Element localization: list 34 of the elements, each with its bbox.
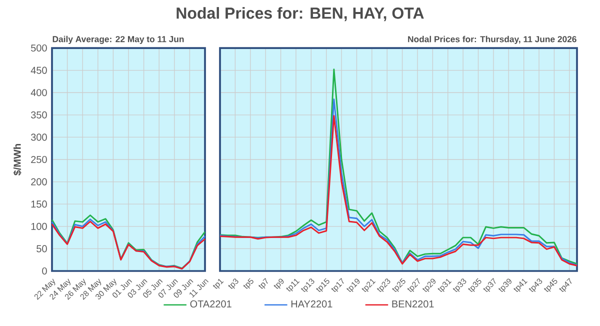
y-axis-title: $/MWh <box>13 144 22 176</box>
x-tick-label: tp1 <box>212 278 224 289</box>
chart-title: Daily Average: 22 May to 11 Jun <box>52 36 184 44</box>
y-tick-label: 100 <box>31 222 47 230</box>
x-tick-label: tp21 <box>362 278 376 292</box>
x-tick-label: tp19 <box>346 278 360 292</box>
y-tick-label: 200 <box>31 178 47 186</box>
chart-subtitle: Nodal Prices for: Thursday, 11 June 2026 <box>408 36 576 44</box>
y-tick-label: 300 <box>30 134 47 141</box>
legend-label: HAY2201 <box>291 300 332 308</box>
y-tick-label: 150 <box>31 200 47 208</box>
x-tick-label: tp3 <box>228 278 238 289</box>
x-tick-label: tp33 <box>452 278 466 292</box>
x-tick-label: tp7 <box>258 278 268 289</box>
y-tick-label: 400 <box>30 89 47 96</box>
x-tick-label: tp11 <box>286 278 300 292</box>
y-tick-label: 50 <box>36 245 47 252</box>
x-tick-label: tp41 <box>514 278 528 292</box>
x-tick-label: tp9 <box>274 278 284 289</box>
x-tick-label: tp23 <box>376 278 390 292</box>
legend-label: OTA2201 <box>190 300 232 308</box>
x-tick-label: tp31 <box>438 278 452 292</box>
y-tick-label: 350 <box>30 111 47 118</box>
x-tick-label: tp39 <box>498 278 512 292</box>
y-tick-label: 250 <box>31 156 47 164</box>
y-tick-label: 0 <box>42 267 47 275</box>
y-tick-label: 500 <box>31 44 47 52</box>
x-tick-label: tp5 <box>243 278 254 289</box>
chart-title: Nodal Prices for: BEN, HAY, OTA <box>176 7 424 22</box>
x-tick-label: tp43 <box>528 278 542 292</box>
legend-label: BEN2201 <box>392 300 434 308</box>
y-tick-label: 450 <box>30 66 47 74</box>
x-tick-label: tp13 <box>301 278 314 292</box>
x-tick-label: tp29 <box>422 278 436 292</box>
